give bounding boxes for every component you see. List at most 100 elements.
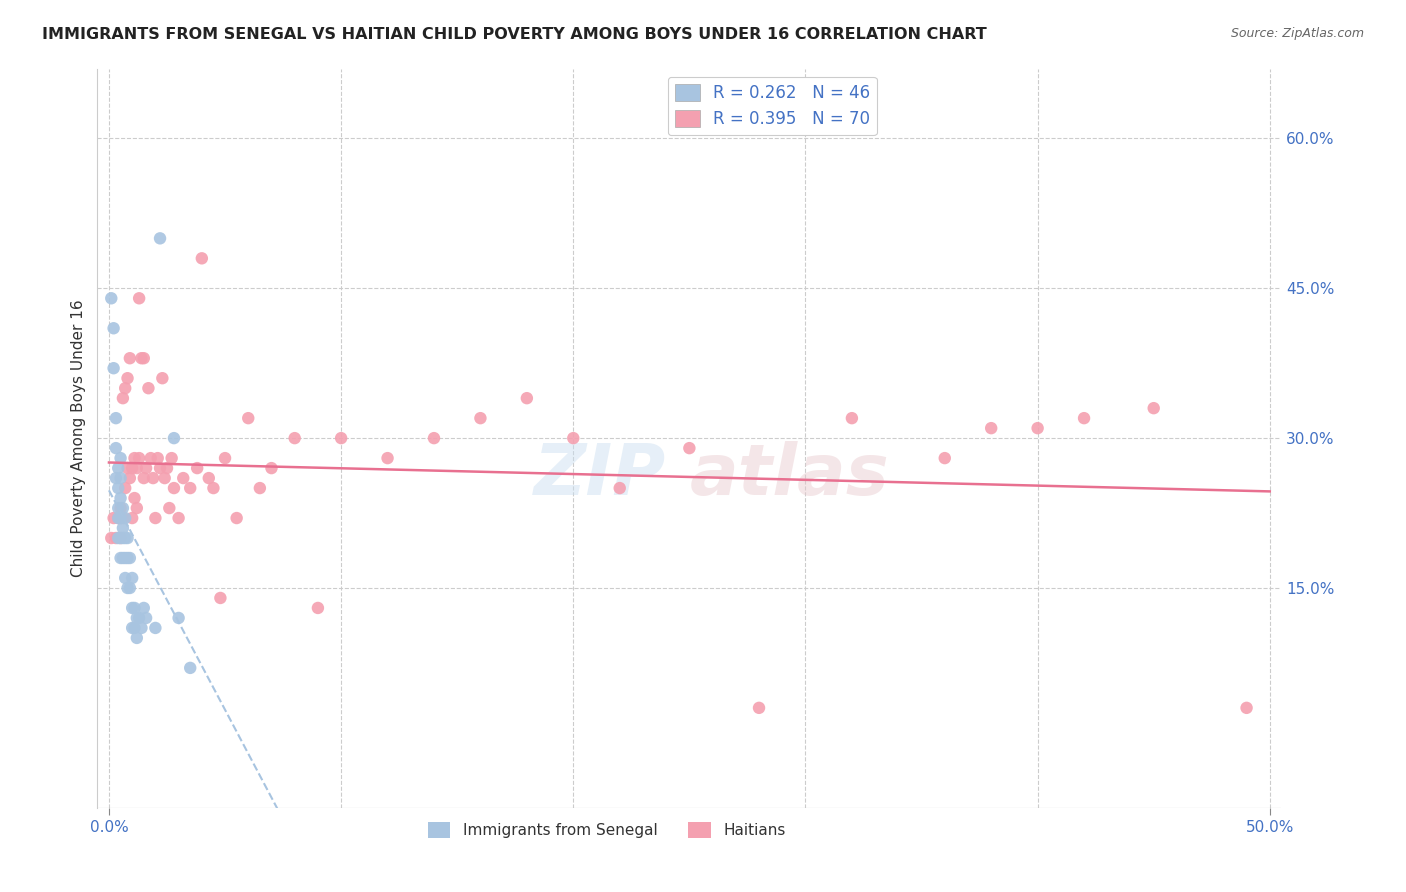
Point bbox=[1236, 701, 1258, 715]
Point bbox=[678, 441, 700, 455]
Point bbox=[110, 451, 132, 466]
Point bbox=[103, 321, 125, 335]
Point bbox=[107, 511, 129, 525]
Point bbox=[142, 471, 165, 485]
Point bbox=[214, 451, 236, 466]
Point bbox=[110, 501, 132, 516]
Text: IMMIGRANTS FROM SENEGAL VS HAITIAN CHILD POVERTY AMONG BOYS UNDER 16 CORRELATION: IMMIGRANTS FROM SENEGAL VS HAITIAN CHILD… bbox=[42, 27, 987, 42]
Point bbox=[124, 621, 146, 635]
Point bbox=[156, 461, 179, 475]
Point bbox=[330, 431, 353, 445]
Point bbox=[110, 531, 132, 545]
Point bbox=[110, 471, 132, 485]
Point bbox=[117, 461, 139, 475]
Point bbox=[1073, 411, 1095, 425]
Point bbox=[128, 611, 150, 625]
Point bbox=[104, 531, 127, 545]
Point bbox=[107, 531, 129, 545]
Point bbox=[117, 371, 139, 385]
Point bbox=[186, 461, 208, 475]
Point bbox=[111, 391, 134, 405]
Point bbox=[146, 451, 169, 466]
Point bbox=[179, 661, 201, 675]
Point bbox=[377, 451, 399, 466]
Point bbox=[132, 601, 155, 615]
Text: Source: ZipAtlas.com: Source: ZipAtlas.com bbox=[1230, 27, 1364, 40]
Point bbox=[470, 411, 492, 425]
Point bbox=[516, 391, 538, 405]
Point bbox=[132, 471, 155, 485]
Point bbox=[1026, 421, 1049, 435]
Point bbox=[225, 511, 247, 525]
Point bbox=[145, 621, 167, 635]
Point bbox=[135, 461, 157, 475]
Point bbox=[153, 471, 176, 485]
Point bbox=[121, 461, 143, 475]
Point bbox=[107, 501, 129, 516]
Point bbox=[117, 551, 139, 566]
Point bbox=[202, 481, 225, 495]
Point bbox=[284, 431, 307, 445]
Point bbox=[260, 461, 283, 475]
Point bbox=[307, 601, 329, 615]
Point bbox=[110, 551, 132, 566]
Point bbox=[980, 421, 1002, 435]
Point bbox=[117, 531, 139, 545]
Point bbox=[167, 511, 190, 525]
Point bbox=[841, 411, 863, 425]
Point bbox=[149, 231, 172, 245]
Text: atlas: atlas bbox=[689, 441, 889, 509]
Point bbox=[209, 591, 232, 605]
Point bbox=[100, 291, 122, 305]
Point bbox=[423, 431, 446, 445]
Point bbox=[107, 481, 129, 495]
Point bbox=[117, 581, 139, 595]
Point bbox=[118, 551, 141, 566]
Point bbox=[748, 701, 770, 715]
Point bbox=[121, 621, 143, 635]
Point bbox=[121, 571, 143, 585]
Point bbox=[238, 411, 260, 425]
Point bbox=[128, 291, 150, 305]
Point bbox=[160, 451, 183, 466]
Point bbox=[150, 371, 173, 385]
Point bbox=[121, 601, 143, 615]
Point bbox=[138, 381, 160, 395]
Point bbox=[249, 481, 271, 495]
Point bbox=[131, 621, 153, 635]
Point bbox=[139, 451, 162, 466]
Point bbox=[104, 471, 127, 485]
Point bbox=[125, 631, 148, 645]
Point bbox=[191, 252, 214, 266]
Point bbox=[114, 551, 136, 566]
Point bbox=[124, 491, 146, 505]
Point bbox=[111, 551, 134, 566]
Point bbox=[124, 451, 146, 466]
Point bbox=[114, 481, 136, 495]
Point bbox=[125, 461, 148, 475]
Point bbox=[157, 501, 180, 516]
Point bbox=[149, 461, 172, 475]
Point bbox=[1143, 401, 1166, 416]
Point bbox=[111, 501, 134, 516]
Point bbox=[104, 411, 127, 425]
Point bbox=[107, 511, 129, 525]
Point bbox=[104, 441, 127, 455]
Point bbox=[131, 351, 153, 366]
Point bbox=[125, 611, 148, 625]
Point bbox=[562, 431, 585, 445]
Point bbox=[110, 491, 132, 505]
Point bbox=[110, 511, 132, 525]
Point bbox=[118, 471, 141, 485]
Point bbox=[609, 481, 631, 495]
Point bbox=[114, 531, 136, 545]
Point bbox=[114, 381, 136, 395]
Point bbox=[934, 451, 956, 466]
Y-axis label: Child Poverty Among Boys Under 16: Child Poverty Among Boys Under 16 bbox=[72, 300, 86, 577]
Point bbox=[110, 511, 132, 525]
Point bbox=[132, 351, 155, 366]
Point bbox=[163, 481, 186, 495]
Point bbox=[197, 471, 219, 485]
Point bbox=[172, 471, 194, 485]
Point bbox=[128, 451, 150, 466]
